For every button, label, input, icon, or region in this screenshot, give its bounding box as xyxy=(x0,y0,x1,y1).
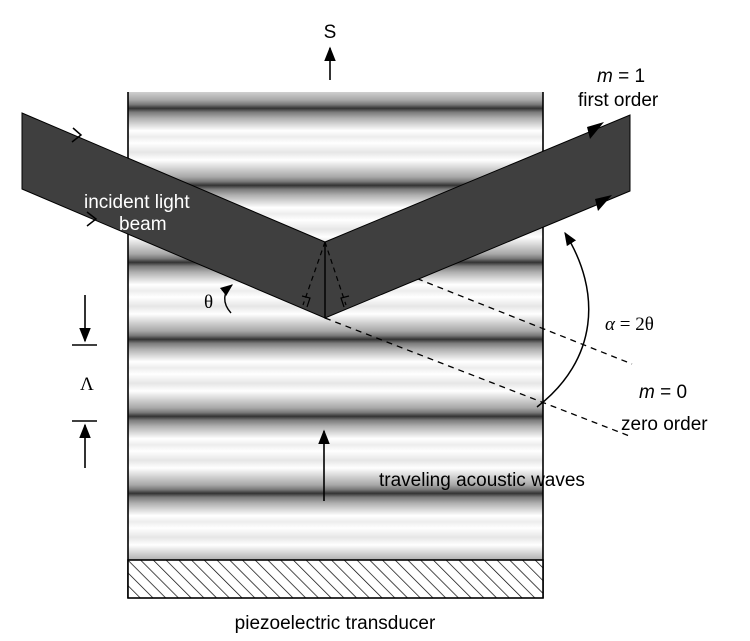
right-angle-marker-left xyxy=(301,295,311,308)
incident-beam-label-line2: beam xyxy=(119,214,167,235)
acoustic-waves-label: traveling acoustic waves xyxy=(379,470,585,491)
lambda-label: Λ xyxy=(80,374,94,395)
piezoelectric-transducer xyxy=(127,559,544,599)
alpha-label: α = 2θ xyxy=(605,314,654,335)
acoustic-medium xyxy=(128,92,543,560)
incident-ray-arrow-bottom xyxy=(86,211,98,227)
first-order-label: first order xyxy=(578,90,659,111)
incident-wavefront-dash xyxy=(302,241,326,306)
first-order-m-label: m = 1 xyxy=(597,66,645,87)
incident-beam-label-line1: incident light xyxy=(84,192,190,213)
transducer-label: piezoelectric transducer xyxy=(235,613,436,634)
zero-order-label: zero order xyxy=(621,414,708,435)
diffracted-ray-arrow-top xyxy=(587,122,604,139)
incident-ray-arrow-top xyxy=(71,127,83,143)
theta-label: θ xyxy=(204,292,213,313)
diffracted-wavefront-dash xyxy=(324,241,347,306)
alpha-angle-arc xyxy=(536,231,590,408)
right-angle-marker-right xyxy=(340,295,350,308)
zero-order-m-label: m = 0 xyxy=(639,382,687,403)
theta-angle-arc xyxy=(219,284,233,314)
diffracted-ray-arrow-bottom xyxy=(595,195,612,211)
s-vector-label: S xyxy=(324,22,337,43)
